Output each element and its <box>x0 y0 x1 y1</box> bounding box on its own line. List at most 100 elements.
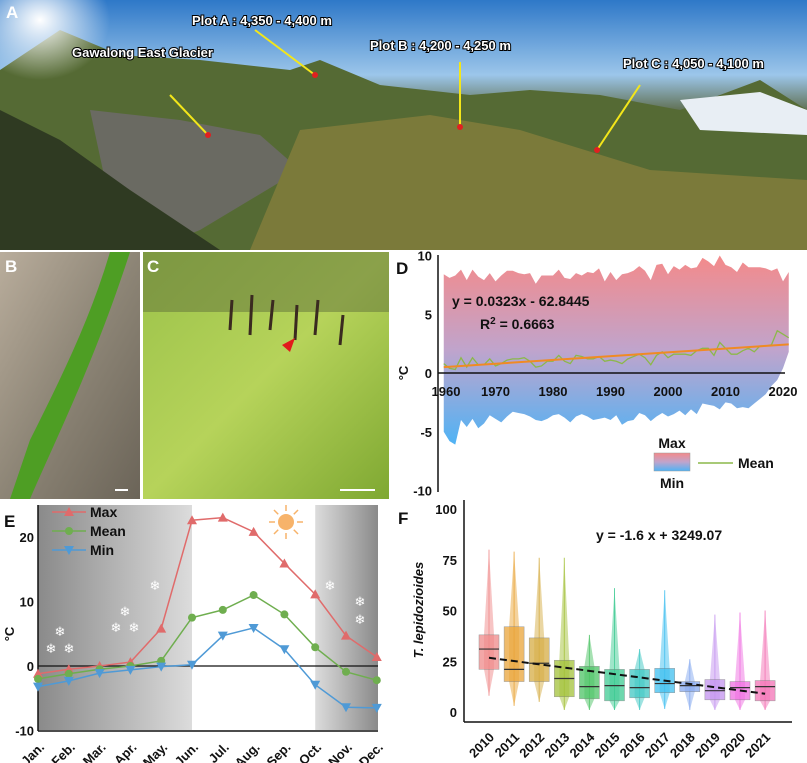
plot-pointer-lines <box>169 29 641 151</box>
regression-equation: y = 0.0323x - 62.8445 <box>452 293 590 309</box>
snowflake-icon: ❄ <box>150 578 161 593</box>
series-line-max <box>37 516 378 675</box>
legend-min-label: Min <box>660 475 684 491</box>
x-tick-label: Nov. <box>325 740 355 763</box>
legend-label: Max <box>90 504 117 520</box>
r2-r2_sup: 2 <box>490 316 496 327</box>
x-tick-label: Jun. <box>172 740 202 763</box>
sun-ray <box>293 529 299 535</box>
box <box>629 669 650 699</box>
panel-a-letter: A <box>6 3 18 22</box>
data-point <box>248 623 259 633</box>
x-tick-label: 2015 <box>592 730 623 761</box>
box <box>679 681 701 692</box>
chart-d: D 10 5 0 -5 -10 1960 1970 1980 1990 2000 2010 2020 °… <box>396 249 797 499</box>
y-tick-label: 0 <box>425 366 432 381</box>
plot-b-label: Plot B : 4,200 - 4,250 m <box>370 38 511 53</box>
panel-c-photo: C <box>143 252 389 499</box>
data-point <box>34 674 42 683</box>
y-tick-label: 5 <box>425 307 432 322</box>
snowflake-icon: ❄ <box>355 612 366 627</box>
y-tick-label: 75 <box>443 553 457 568</box>
x-tick-label: 2011 <box>492 730 523 761</box>
data-point <box>311 643 320 652</box>
snowflake-icon: ❄ <box>46 641 57 656</box>
trend-line <box>443 343 789 369</box>
arrow-icon <box>282 338 295 352</box>
series-line-mean <box>37 594 377 681</box>
x-tick-label: 1960 <box>432 384 461 399</box>
y-tick-label: -5 <box>420 425 432 440</box>
x-tick-label: 1980 <box>539 384 568 399</box>
legend-marker <box>65 527 73 535</box>
r2-r2_prefix: R <box>480 316 490 332</box>
sun-ray <box>273 529 279 535</box>
glacier-label: Gawalong East Glacier <box>72 45 213 60</box>
data-point <box>341 630 351 640</box>
data-point <box>342 667 350 676</box>
data-point <box>187 515 197 525</box>
trend-line <box>488 656 766 695</box>
y-axis-label: T. lepidozioides <box>411 562 426 659</box>
chart-f: F 20102011201220132014201520162017201820… <box>398 500 792 761</box>
box <box>478 634 500 670</box>
x-tick-label: 2014 <box>566 729 598 761</box>
x-tick-label: 2020 <box>769 384 798 399</box>
r-squared: R2 = 0.6663 <box>480 316 555 333</box>
y-tick-label: 10 <box>20 595 34 610</box>
data-point <box>249 591 258 600</box>
legend-mean-label: Mean <box>738 455 774 471</box>
panel-a-photo: Plot A : 4,350 - 4,400 m Plot B : 4,200 … <box>0 0 807 250</box>
data-point <box>372 676 381 685</box>
data-point <box>218 605 227 614</box>
x-tick-label: Feb. <box>48 740 78 763</box>
sun-icon <box>278 514 294 530</box>
plot-c-label: Plot C : 4,050 - 4,100 m <box>623 56 764 71</box>
y-tick-label: -10 <box>15 724 34 739</box>
data-point <box>371 703 382 713</box>
panel-c-letter: C <box>147 257 159 276</box>
data-point <box>33 682 43 692</box>
x-tick-label: 2021 <box>742 730 773 761</box>
data-point <box>94 669 105 679</box>
data-point <box>125 665 136 675</box>
snowflake-icon: ❄ <box>111 620 122 635</box>
data-point <box>280 610 289 619</box>
data-point <box>310 680 321 690</box>
legend-max-label: Max <box>658 435 685 451</box>
y-axis-label: °C <box>2 626 17 641</box>
y-tick-label: 0 <box>450 705 457 720</box>
snowflake-icon: ❄ <box>55 624 66 639</box>
winter-shading <box>315 505 378 730</box>
box <box>528 637 550 682</box>
y-tick-label: 20 <box>20 530 34 545</box>
data-point <box>217 631 228 641</box>
data-point <box>187 660 197 670</box>
snowflake-icon: ❄ <box>325 578 336 593</box>
x-tick-label: 2016 <box>617 730 648 761</box>
legend-marker <box>64 546 74 555</box>
x-tick-label: 2013 <box>541 730 572 761</box>
y-tick-label: 100 <box>435 502 457 517</box>
x-tick-label: 2000 <box>654 384 683 399</box>
data-point <box>341 703 351 713</box>
data-point <box>63 676 74 686</box>
snowflake-icon: ❄ <box>120 604 131 619</box>
sporophytes <box>228 294 345 346</box>
x-tick-label: 2017 <box>642 730 673 761</box>
x-tick-label: 2020 <box>717 730 748 761</box>
panel-f-letter: F <box>398 509 408 528</box>
box <box>754 680 776 702</box>
legend-label: Min <box>90 542 114 558</box>
snowflake-icon: ❄ <box>129 620 140 635</box>
data-point <box>33 668 43 678</box>
y-tick-label: 50 <box>443 604 457 619</box>
x-tick-label: May. <box>140 740 170 763</box>
panel-d-letter: D <box>396 259 408 278</box>
winter-shading <box>38 505 192 730</box>
data-point <box>310 589 321 599</box>
x-tick-label: Apr. <box>111 740 139 763</box>
legend-maxmin-swatch <box>653 452 691 472</box>
x-tick-label: Sep. <box>263 740 293 763</box>
